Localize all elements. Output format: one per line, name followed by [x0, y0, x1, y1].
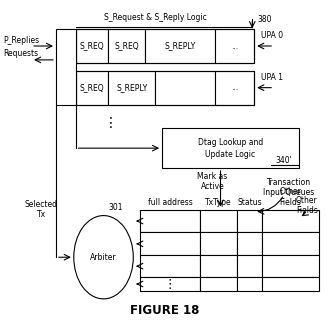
Bar: [237, 277, 262, 291]
Bar: [200, 277, 237, 291]
Text: UPA 0: UPA 0: [261, 31, 283, 40]
Bar: [262, 209, 319, 232]
Text: Other
Fields: Other Fields: [296, 196, 318, 215]
Bar: [237, 209, 262, 232]
Bar: [56, 29, 76, 105]
Bar: [109, 29, 145, 63]
Text: S_REQ: S_REQ: [80, 83, 105, 92]
Text: UPA 1: UPA 1: [261, 73, 283, 82]
Bar: [145, 29, 214, 63]
Text: Dtag Lookup and: Dtag Lookup and: [198, 138, 263, 147]
Text: FIGURE 18: FIGURE 18: [130, 304, 200, 317]
Text: Arbiter: Arbiter: [90, 253, 117, 262]
Bar: [76, 29, 254, 63]
Text: ⋮: ⋮: [104, 117, 118, 130]
Bar: [262, 232, 319, 255]
Text: S_REPLY: S_REPLY: [116, 83, 147, 92]
Text: S_REPLY: S_REPLY: [164, 42, 196, 50]
Bar: [140, 209, 200, 232]
Text: S_REQ: S_REQ: [80, 42, 105, 50]
Bar: [76, 71, 109, 105]
Bar: [140, 232, 200, 255]
Text: Other
Fields: Other Fields: [279, 187, 302, 207]
Bar: [109, 71, 155, 105]
Bar: [162, 128, 299, 168]
Bar: [76, 71, 254, 105]
Bar: [262, 255, 319, 277]
Text: full address: full address: [148, 198, 192, 207]
Text: S_REQ: S_REQ: [115, 42, 139, 50]
Text: ...: ...: [231, 83, 238, 92]
Text: ...: ...: [231, 42, 238, 50]
Text: Mark as
Active: Mark as Active: [198, 172, 228, 191]
Bar: [214, 71, 254, 105]
Bar: [237, 232, 262, 255]
Bar: [237, 255, 262, 277]
Text: TxType: TxType: [205, 198, 232, 207]
Bar: [200, 209, 237, 232]
Text: 301: 301: [109, 203, 123, 211]
Text: S_Request & S_Reply Logic: S_Request & S_Reply Logic: [104, 13, 207, 22]
Text: Requests: Requests: [3, 49, 38, 58]
Text: Transaction
Input Queues: Transaction Input Queues: [263, 178, 314, 197]
Bar: [140, 277, 200, 291]
Text: P_Replies: P_Replies: [3, 36, 39, 44]
Bar: [200, 232, 237, 255]
Bar: [214, 29, 254, 63]
Bar: [155, 71, 214, 105]
Bar: [200, 255, 237, 277]
Bar: [140, 255, 200, 277]
Text: ⋮: ⋮: [164, 278, 176, 290]
Text: Selected
Tx: Selected Tx: [24, 200, 58, 219]
Text: Update Logic: Update Logic: [206, 150, 256, 159]
Bar: [76, 29, 109, 63]
Text: 340': 340': [275, 156, 292, 165]
Text: Status: Status: [237, 198, 262, 207]
Text: 380: 380: [257, 15, 272, 24]
Bar: [262, 277, 319, 291]
Ellipse shape: [74, 215, 133, 299]
